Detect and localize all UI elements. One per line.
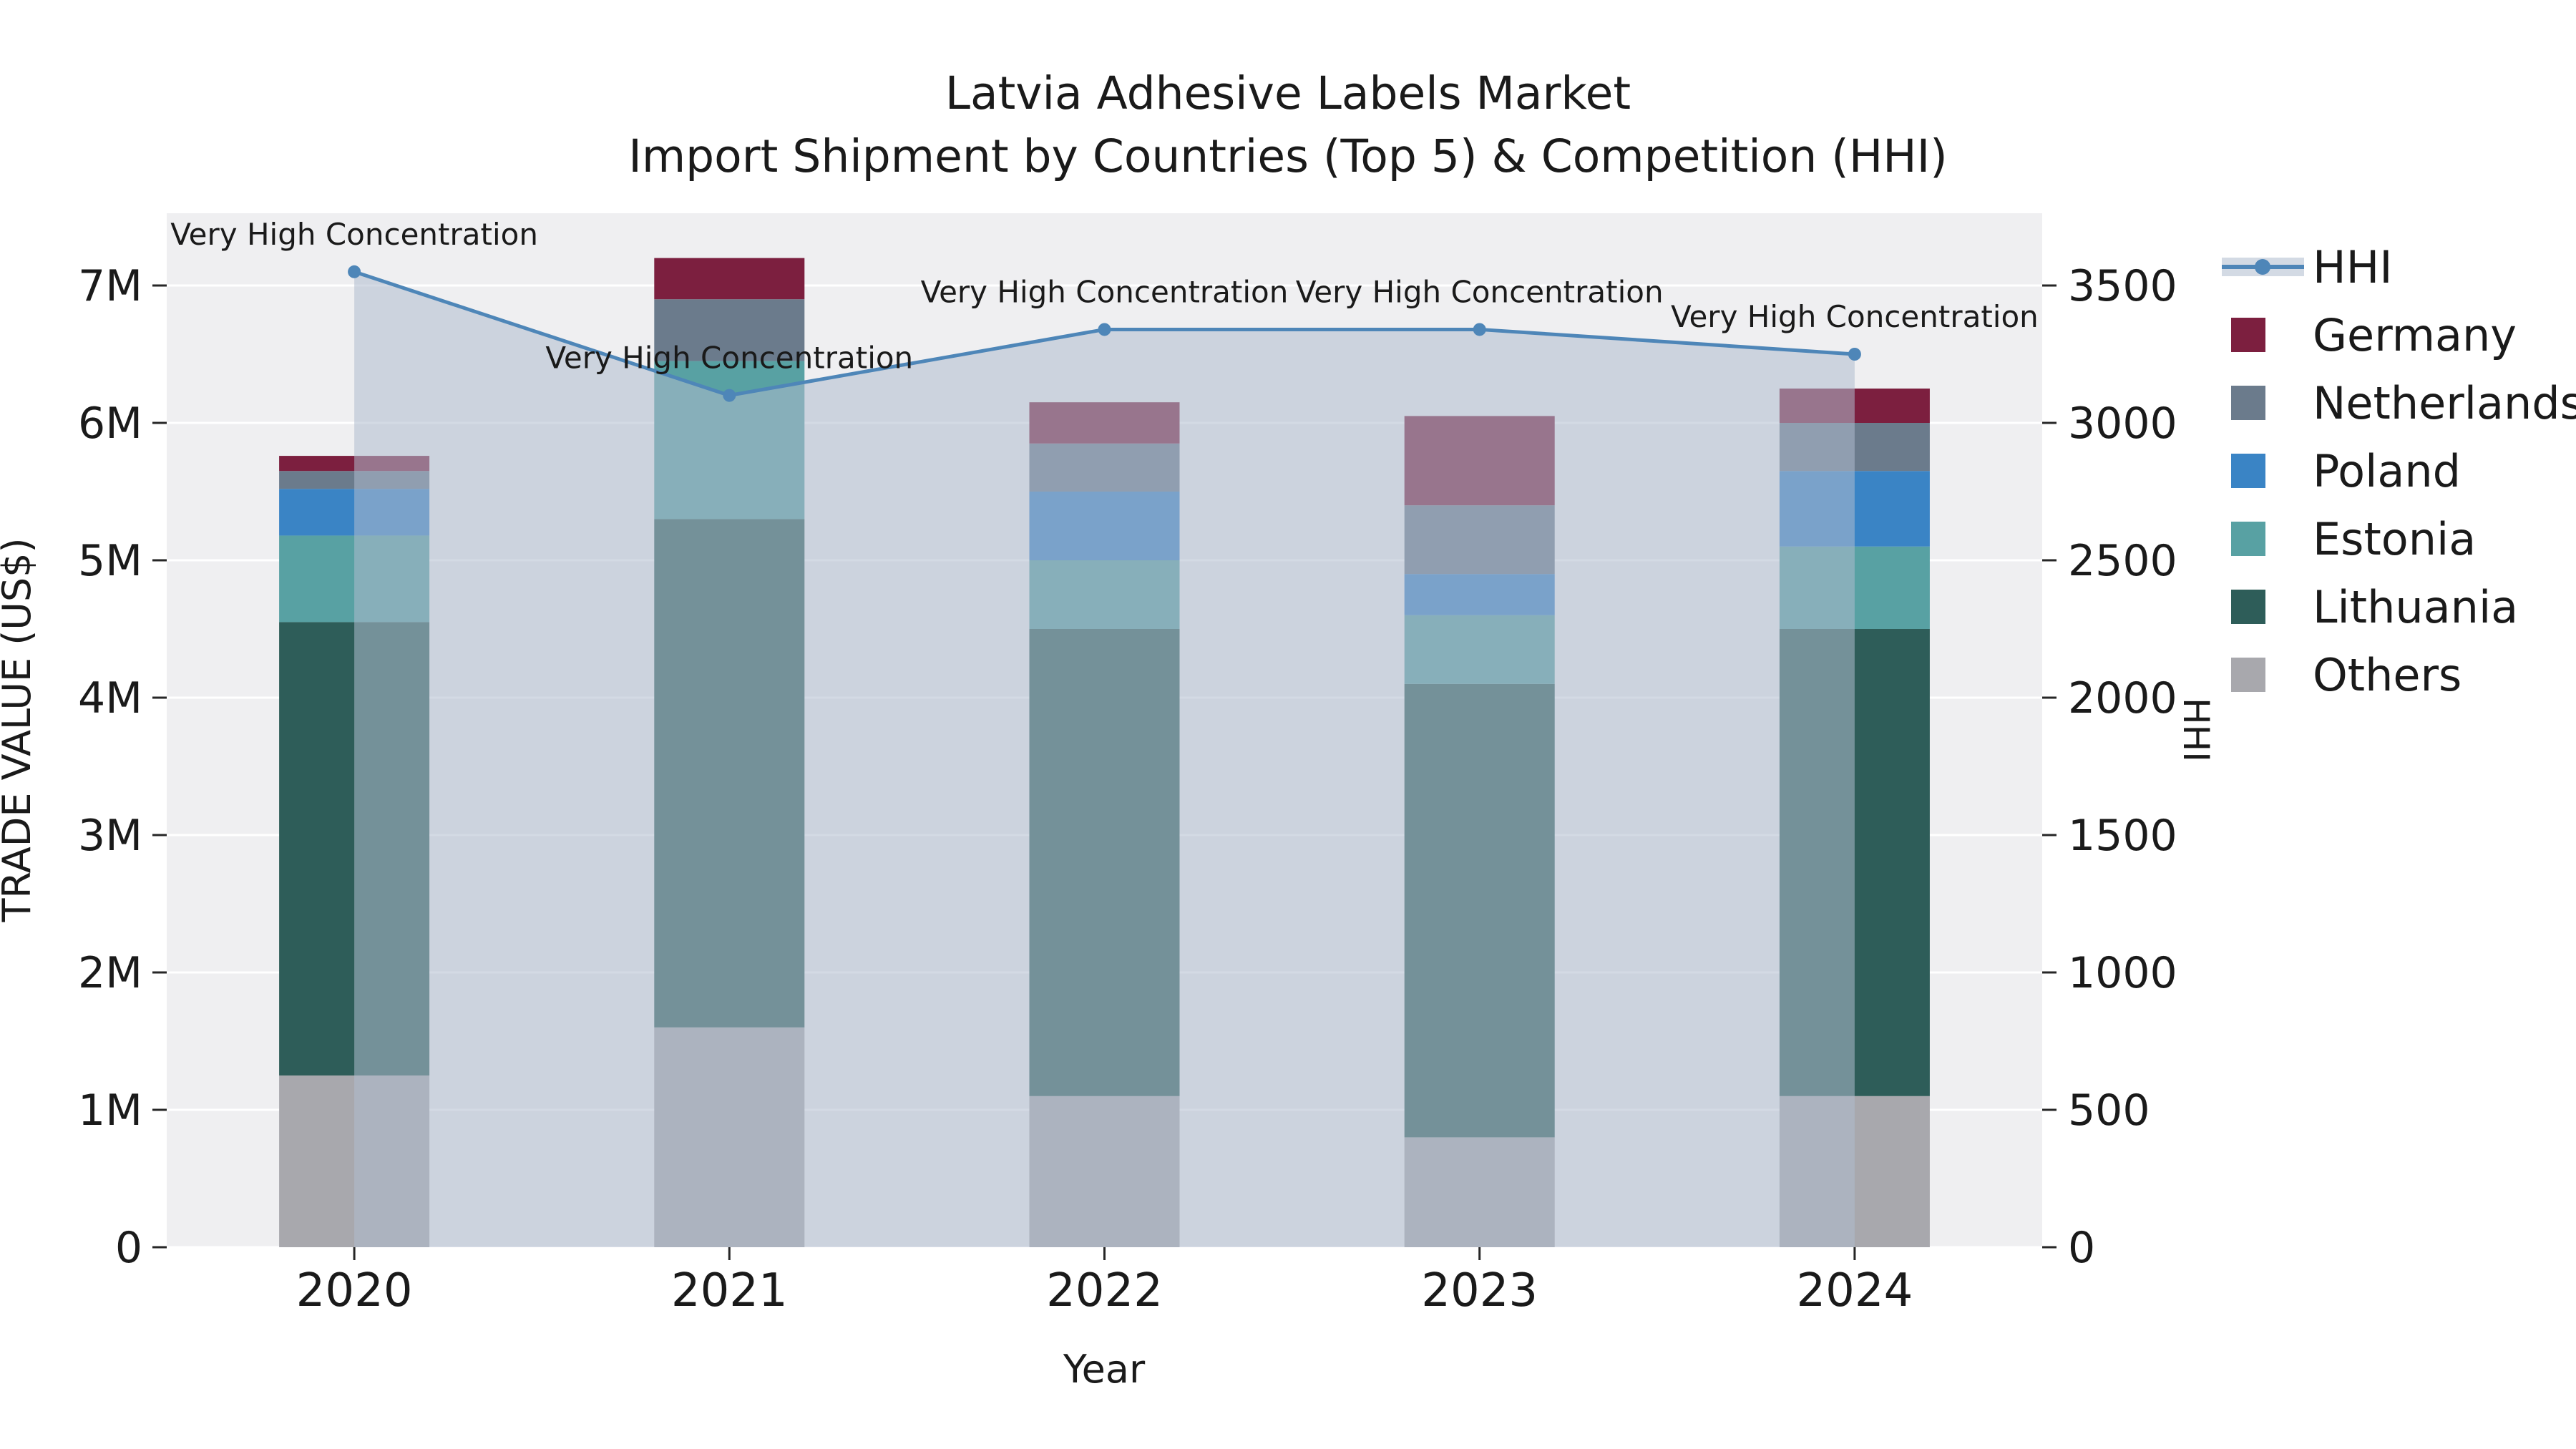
y-tick-label-right: 500 [2068, 1085, 2150, 1136]
legend-swatch-lithuania [2231, 590, 2265, 624]
annotation-2022: Very High Concentration [921, 274, 1289, 309]
legend-swatch-others [2231, 658, 2265, 692]
bar-segment-netherlands-2021 [654, 299, 805, 361]
annotation-2020: Very High Concentration [170, 217, 538, 252]
y-tick-label-left: 6M [78, 399, 142, 449]
y-tick-label-left: 7M [78, 261, 142, 311]
hhi-point-2023 [1473, 323, 1486, 336]
hhi-point-2024 [1848, 348, 1861, 361]
legend-label-others: Others [2313, 649, 2462, 701]
annotation-2023: Very High Concentration [1296, 274, 1664, 309]
x-tick-label-2022: 2022 [1046, 1264, 1163, 1317]
annotation-2021: Very High Concentration [545, 341, 913, 376]
x-tick-label-2020: 2020 [296, 1264, 413, 1317]
legend-swatch-estonia [2231, 522, 2265, 556]
y-tick-label-left: 5M [78, 536, 142, 586]
legend-label-hhi: HHI [2313, 241, 2393, 293]
legend-label-germany: Germany [2313, 309, 2517, 361]
x-axis-label: Year [1063, 1347, 1146, 1392]
legend-swatch-poland [2231, 454, 2265, 488]
y-tick-label-left: 1M [78, 1085, 142, 1136]
hhi-point-2021 [723, 389, 736, 402]
legend-swatch-germany [2231, 318, 2265, 352]
chart-subtitle: Import Shipment by Countries (Top 5) & C… [628, 130, 1948, 182]
legend-marker-hhi [2255, 259, 2270, 275]
y-tick-label-right: 3500 [2068, 261, 2177, 311]
x-tick-label-2023: 2023 [1421, 1264, 1538, 1317]
y-tick-label-right: 1500 [2068, 811, 2177, 861]
y-tick-label-right: 0 [2068, 1223, 2095, 1273]
hhi-point-2022 [1098, 323, 1111, 336]
bar-segment-germany-2021 [654, 258, 805, 300]
legend-swatch-netherlands [2231, 386, 2265, 420]
y-tick-label-right: 1000 [2068, 948, 2177, 998]
y-tick-label-right: 3000 [2068, 399, 2177, 449]
legend-label-estonia: Estonia [2313, 513, 2476, 565]
chart-title: Latvia Adhesive Labels Market [945, 67, 1631, 119]
y-tick-label-left: 2M [78, 948, 142, 998]
x-tick-label-2024: 2024 [1796, 1264, 1913, 1317]
legend-label-poland: Poland [2313, 445, 2461, 497]
y-tick-label-right: 2500 [2068, 536, 2177, 586]
y-axis-label-left: TRADE VALUE (US$) [0, 537, 39, 922]
x-tick-label-2021: 2021 [671, 1264, 788, 1317]
y-axis-label-right: HHI [2175, 698, 2217, 762]
y-tick-label-left: 4M [78, 673, 142, 723]
annotation-2024: Very High Concentration [1671, 299, 2039, 334]
hhi-point-2020 [348, 265, 361, 278]
y-tick-label-right: 2000 [2068, 673, 2177, 723]
legend-label-lithuania: Lithuania [2313, 581, 2518, 633]
y-tick-label-left: 3M [78, 811, 142, 861]
y-tick-label-left: 0 [115, 1223, 142, 1273]
hhi-area [354, 271, 1855, 1247]
legend-label-netherlands: Netherlands [2313, 377, 2576, 429]
